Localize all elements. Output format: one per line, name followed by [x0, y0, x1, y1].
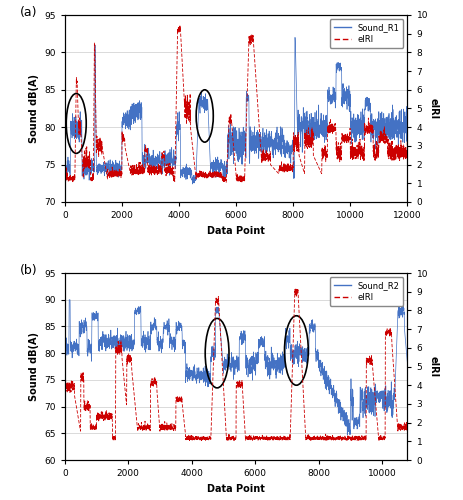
X-axis label: Data Point: Data Point — [207, 484, 265, 494]
Text: (b): (b) — [20, 264, 38, 276]
Y-axis label: Sound dB(A): Sound dB(A) — [29, 74, 39, 143]
X-axis label: Data Point: Data Point — [207, 226, 265, 235]
Legend: Sound_R1, eIRI: Sound_R1, eIRI — [330, 19, 403, 48]
Y-axis label: Sound dB(A): Sound dB(A) — [29, 332, 39, 401]
Text: (a): (a) — [20, 6, 38, 18]
Y-axis label: eIRI: eIRI — [429, 356, 439, 377]
Legend: Sound_R2, eIRI: Sound_R2, eIRI — [330, 277, 403, 306]
Y-axis label: eIRI: eIRI — [429, 98, 439, 119]
